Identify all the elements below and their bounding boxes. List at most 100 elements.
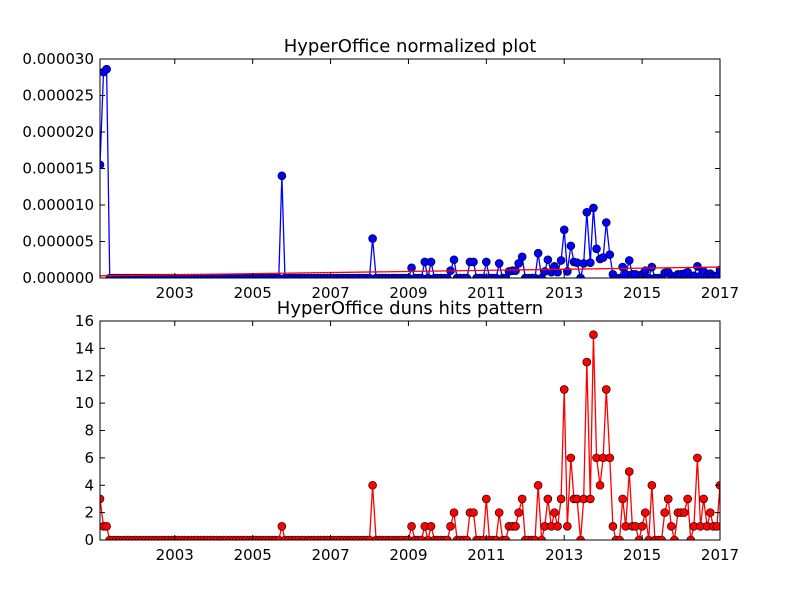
data-point bbox=[543, 255, 553, 265]
data-point bbox=[426, 522, 436, 531]
data-point bbox=[494, 259, 504, 268]
data-point bbox=[644, 273, 654, 278]
y-tick-label: 0 bbox=[84, 531, 94, 549]
data-point bbox=[469, 508, 478, 517]
data-point bbox=[494, 508, 504, 517]
data-point bbox=[517, 494, 527, 504]
data-point bbox=[670, 535, 679, 540]
data-point bbox=[601, 218, 611, 227]
data-point bbox=[478, 273, 488, 278]
data-point bbox=[530, 535, 540, 540]
data-point bbox=[705, 508, 715, 517]
data-point bbox=[462, 273, 472, 278]
data-point bbox=[553, 267, 562, 277]
data-point bbox=[533, 480, 543, 490]
data-point bbox=[586, 258, 595, 267]
data-point bbox=[647, 262, 657, 272]
data-point bbox=[530, 273, 540, 278]
x-tick-label: 2015 bbox=[623, 284, 661, 302]
y-tick-label: 12 bbox=[75, 367, 94, 385]
data-point bbox=[586, 494, 595, 504]
data-point bbox=[511, 522, 520, 531]
data-point bbox=[407, 263, 416, 273]
data-point bbox=[663, 494, 673, 504]
data-point bbox=[517, 252, 527, 262]
data-point bbox=[443, 273, 452, 278]
data-point bbox=[277, 522, 287, 531]
data-point bbox=[624, 256, 634, 265]
data-point bbox=[423, 535, 433, 540]
x-tick-label: 2011 bbox=[467, 546, 505, 564]
data-point bbox=[274, 535, 284, 540]
data-point bbox=[712, 522, 720, 531]
data-point bbox=[576, 535, 585, 540]
data-point bbox=[274, 273, 284, 278]
data-point bbox=[100, 494, 105, 504]
data-point bbox=[446, 522, 455, 531]
data-point bbox=[449, 508, 459, 517]
y-tick-label: 0.000010 bbox=[22, 196, 94, 214]
data-point bbox=[462, 535, 472, 540]
data-point bbox=[482, 494, 491, 504]
data-point bbox=[657, 535, 666, 540]
y-tick-label: 0.000000 bbox=[22, 269, 94, 287]
x-tick-label: 2013 bbox=[545, 546, 583, 564]
data-point bbox=[618, 494, 627, 504]
y-tick-label: 6 bbox=[84, 449, 94, 467]
y-tick-label: 16 bbox=[75, 312, 94, 330]
data-point bbox=[533, 248, 543, 258]
y-tick-label: 4 bbox=[84, 476, 94, 494]
data-point bbox=[640, 508, 650, 517]
x-tick-label: 2017 bbox=[701, 546, 739, 564]
data-point bbox=[368, 234, 377, 243]
data-point bbox=[699, 494, 708, 504]
data-point bbox=[277, 171, 287, 181]
data-point bbox=[693, 453, 702, 463]
data-point bbox=[634, 535, 644, 540]
y-tick-label: 10 bbox=[75, 394, 94, 412]
data-point bbox=[576, 273, 585, 278]
data-point bbox=[566, 453, 576, 463]
data-point bbox=[100, 160, 105, 170]
data-point bbox=[365, 535, 374, 540]
chart-title: HyperOffice duns hits pattern bbox=[277, 298, 543, 319]
data-point bbox=[686, 535, 696, 540]
plot-area bbox=[100, 330, 720, 540]
data-point bbox=[478, 535, 488, 540]
data-point bbox=[556, 256, 566, 265]
data-point bbox=[537, 535, 546, 540]
y-tick-label: 8 bbox=[84, 422, 94, 440]
data-point bbox=[647, 480, 657, 490]
data-point bbox=[553, 522, 562, 531]
data-point bbox=[601, 385, 611, 394]
data-point bbox=[365, 273, 374, 278]
data-point bbox=[443, 535, 452, 540]
data-point bbox=[511, 266, 520, 276]
data-point bbox=[102, 64, 111, 74]
data-point bbox=[449, 255, 459, 265]
data-point bbox=[556, 494, 566, 504]
data-point bbox=[679, 508, 689, 517]
data-point bbox=[559, 385, 569, 394]
data-point bbox=[368, 480, 377, 490]
data-point bbox=[595, 480, 605, 490]
data-point bbox=[543, 494, 553, 504]
x-tick-label: 2013 bbox=[545, 284, 583, 302]
data-point bbox=[660, 508, 669, 517]
series-line bbox=[100, 266, 720, 277]
data-point bbox=[550, 508, 559, 517]
series-line bbox=[100, 334, 720, 540]
x-tick-label: 2017 bbox=[701, 284, 739, 302]
data-point bbox=[514, 508, 523, 517]
data-point bbox=[589, 203, 598, 213]
x-tick-label: 2003 bbox=[156, 546, 194, 564]
data-point bbox=[559, 225, 569, 235]
plot-area bbox=[100, 64, 720, 278]
x-tick-label: 2015 bbox=[623, 546, 661, 564]
data-point bbox=[426, 257, 436, 267]
data-point bbox=[416, 535, 426, 540]
y-tick-label: 14 bbox=[75, 339, 94, 357]
axes: HyperOffice duns hits pattern 2003 2005 200… bbox=[75, 298, 739, 564]
